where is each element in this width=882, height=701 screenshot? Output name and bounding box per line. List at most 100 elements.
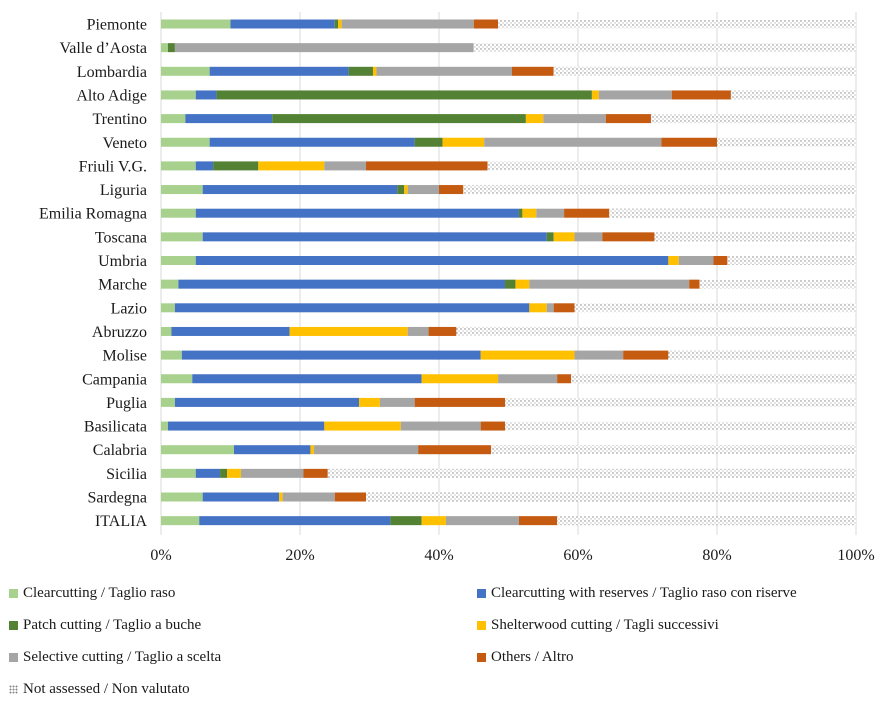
bar-molise-clearcutting [161,350,182,360]
bars [161,19,856,526]
bar-toscana-selective-cutting [574,232,603,242]
bar-italia-not-assessed [557,516,856,526]
bar-calabria-not-assessed [491,445,856,455]
bar-friuli-v-g-not-assessed [487,161,856,171]
bar-veneto-selective-cutting [484,137,662,147]
bar-molise-not-assessed [668,350,856,360]
bar-umbria-not-assessed [727,256,856,265]
bar-trentino-clearcutting [161,114,186,124]
bar-basilicata-others [480,421,506,431]
category-label-piemonte: Piemonte [87,17,147,34]
bar-molise-clearcutting-with-reserves [181,350,481,360]
bar-lazio-clearcutting-with-reserves [174,303,530,313]
bar-puglia-selective-cutting [379,397,415,407]
bar-basilicata-selective-cutting [400,421,481,431]
bar-marche-selective-cutting [529,279,690,289]
bar-liguria-selective-cutting [407,185,439,195]
bar-abruzzo-others [428,326,457,336]
bar-friuli-v-g-patch-cutting [213,161,259,171]
bar-campania-clearcutting-with-reserves [192,374,422,384]
category-label-alto-adige: Alto Adige [76,87,147,104]
bar-lombardia-others [511,66,554,76]
bar-alto-adige-selective-cutting [598,90,672,100]
bar-trentino-others [605,114,651,124]
bar-lombardia-shelterwood-cutting [372,66,377,76]
category-label-friuli-v-g: Friuli V.G. [79,158,147,175]
bar-sicilia-shelterwood-cutting [227,468,241,478]
category-label-marche: Marche [98,277,147,294]
bar-friuli-v-g-clearcutting-with-reserves [195,161,214,171]
bar-sardegna-clearcutting-with-reserves [202,492,280,502]
category-label-molise: Molise [103,348,147,365]
bar-marche-not-assessed [699,279,856,289]
bar-abruzzo-selective-cutting [407,326,429,336]
bar-sicilia-patch-cutting [220,468,228,478]
category-label-emilia-romagna: Emilia Romagna [39,206,147,223]
bar-lazio-selective-cutting [546,303,554,313]
bar-piemonte-others [473,19,499,29]
bar-calabria-shelterwood-cutting [310,445,314,455]
bar-friuli-v-g-shelterwood-cutting [258,161,325,171]
bar-valle-d-aosta-selective-cutting [174,43,474,53]
bar-lazio-others [553,303,575,313]
bar-umbria-selective-cutting [678,256,714,265]
bar-veneto-clearcutting-with-reserves [209,137,415,147]
bar-alto-adige-not-assessed [730,90,856,100]
bar-lombardia-selective-cutting [376,66,512,76]
bar-lombardia-clearcutting-with-reserves [209,66,349,76]
category-label-lombardia: Lombardia [77,64,147,81]
bar-molise-selective-cutting [574,350,624,360]
bar-campania-shelterwood-cutting [421,374,499,384]
bar-veneto-shelterwood-cutting [442,137,485,147]
bar-friuli-v-g-others [366,161,488,171]
x-tick-label-1: 20% [285,547,314,564]
bar-sardegna-shelterwood-cutting [279,492,283,502]
bar-lazio-clearcutting [161,303,175,313]
x-tick-label-5: 100% [837,547,874,564]
x-tick-label-0: 0% [150,547,171,564]
bar-marche-clearcutting [161,279,179,289]
bar-campania-clearcutting [161,374,193,384]
bar-valle-d-aosta-not-assessed [473,43,856,53]
bar-sicilia-clearcutting-with-reserves [195,468,221,478]
bar-piemonte-not-assessed [498,19,856,29]
bar-piemonte-clearcutting-with-reserves [230,19,335,29]
bar-alto-adige-others [671,90,731,100]
bar-alto-adige-shelterwood-cutting [591,90,599,100]
x-tick-label-2: 40% [424,547,453,564]
bar-calabria-others [418,445,492,455]
bar-emilia-romagna-selective-cutting [536,208,565,218]
bar-calabria-clearcutting [161,445,234,455]
x-tick-label-3: 60% [563,547,592,564]
bar-friuli-v-g-clearcutting [161,161,196,171]
bar-puglia-clearcutting [161,397,175,407]
category-label-liguria: Liguria [100,182,147,199]
bar-italia-shelterwood-cutting [421,516,446,526]
bar-italia-others [518,516,558,526]
bar-umbria-others [713,256,728,265]
bar-calabria-clearcutting-with-reserves [233,445,311,455]
bar-veneto-not-assessed [717,137,856,147]
bar-lazio-not-assessed [574,303,856,313]
bar-basilicata-clearcutting-with-reserves [167,421,325,431]
bar-piemonte-clearcutting [161,19,231,29]
bar-abruzzo-clearcutting [161,326,172,336]
bar-sicilia-clearcutting [161,468,196,478]
bar-umbria-shelterwood-cutting [668,256,679,265]
bar-emilia-romagna-clearcutting [161,208,196,218]
bar-sardegna-not-assessed [366,492,856,502]
bar-trentino-shelterwood-cutting [525,114,544,124]
bar-puglia-not-assessed [505,397,856,407]
bar-valle-d-aosta-patch-cutting [167,43,175,53]
bar-marche-clearcutting-with-reserves [178,279,506,289]
bar-umbria-clearcutting [161,256,196,265]
bar-italia-clearcutting [161,516,200,526]
category-label-sicilia: Sicilia [106,466,147,483]
category-label-umbria: Umbria [98,253,147,270]
bar-piemonte-selective-cutting [341,19,474,29]
bar-sicilia-not-assessed [327,468,856,478]
bar-basilicata-not-assessed [505,421,856,431]
category-label-sardegna: Sardegna [87,490,147,507]
bar-lombardia-patch-cutting [348,66,373,76]
category-label-calabria: Calabria [93,442,147,459]
